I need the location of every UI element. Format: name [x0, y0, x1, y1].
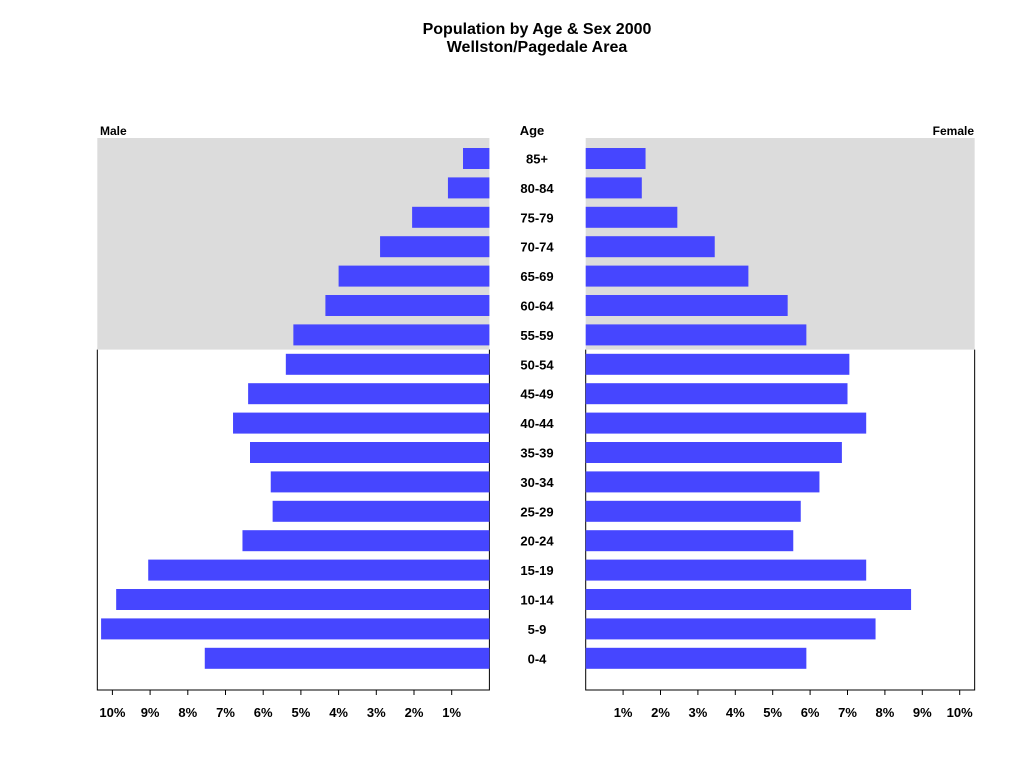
age-tick-label: 30-34	[520, 475, 554, 490]
female-tick-label: 8%	[876, 705, 895, 720]
age-tick-label: 85+	[526, 152, 548, 167]
male-bar-25-29	[272, 500, 490, 522]
female-tick-label: 1%	[614, 705, 633, 720]
female-bar-40-44	[585, 412, 867, 434]
female-bar-75-79	[585, 206, 678, 228]
male-tick-label: 1%	[442, 705, 461, 720]
male-bar-55-59	[293, 324, 490, 346]
age-tick-label: 65-69	[520, 269, 553, 284]
chart-subtitle: Wellston/Pagedale Area	[447, 39, 628, 56]
male-label: Male	[100, 124, 127, 138]
chart-title: Population by Age & Sex 2000	[423, 21, 652, 38]
female-tick-label: 4%	[726, 705, 745, 720]
female-bar-15-19	[585, 559, 867, 581]
female-tick-label: 2%	[651, 705, 670, 720]
female-bar-60-64	[585, 295, 788, 316]
male-bar-5-9	[101, 618, 490, 640]
male-bar-60-64	[325, 295, 490, 316]
male-bar-30-34	[270, 471, 490, 493]
female-bar-65-69	[585, 265, 749, 287]
male-tick-label: 8%	[178, 705, 197, 720]
female-tick-label: 7%	[838, 705, 857, 720]
male-tick-label: 7%	[216, 705, 235, 720]
age-tick-label: 20-24	[520, 534, 554, 549]
female-bar-30-34	[585, 471, 820, 493]
age-label: Age	[520, 123, 545, 138]
female-tick-label: 5%	[763, 705, 782, 720]
female-bar-70-74	[585, 236, 715, 258]
female-bar-0-4	[585, 647, 807, 669]
male-tick-label: 3%	[367, 705, 386, 720]
female-bar-20-24	[585, 530, 794, 552]
male-bar-45-49	[248, 383, 490, 405]
age-tick-label: 0-4	[528, 651, 548, 666]
female-bar-55-59	[585, 324, 807, 346]
male-bar-85+	[463, 148, 490, 169]
male-bar-20-24	[242, 530, 490, 552]
female-bar-25-29	[585, 500, 801, 522]
female-bar-85+	[585, 148, 646, 169]
male-bar-10-14	[116, 589, 490, 610]
age-tick-label: 55-59	[520, 328, 553, 343]
age-tick-label: 70-74	[520, 240, 554, 255]
age-tick-label: 50-54	[520, 357, 554, 372]
age-tick-label: 25-29	[520, 504, 553, 519]
male-bar-50-54	[285, 353, 490, 375]
male-bar-35-39	[250, 442, 490, 463]
age-tick-label: 15-19	[520, 563, 553, 578]
male-tick-label: 6%	[254, 705, 273, 720]
female-bar-35-39	[585, 442, 842, 463]
male-bar-15-19	[148, 559, 490, 581]
female-tick-label: 10%	[947, 705, 973, 720]
male-tick-label: 9%	[141, 705, 160, 720]
age-tick-label: 60-64	[520, 299, 554, 314]
male-tick-label: 10%	[99, 705, 125, 720]
female-bar-5-9	[585, 618, 876, 640]
female-bar-45-49	[585, 383, 848, 405]
age-tick-label: 75-79	[520, 210, 553, 225]
male-bar-40-44	[233, 412, 490, 434]
age-tick-label: 45-49	[520, 387, 553, 402]
male-tick-label: 4%	[329, 705, 348, 720]
age-tick-label: 10-14	[520, 593, 554, 608]
male-bar-75-79	[412, 206, 490, 228]
male-bar-70-74	[380, 236, 490, 258]
male-bar-0-4	[204, 647, 490, 669]
male-bar-65-69	[338, 265, 490, 287]
age-tick-label: 40-44	[520, 416, 554, 431]
female-tick-label: 9%	[913, 705, 932, 720]
female-tick-label: 3%	[689, 705, 708, 720]
age-tick-label: 5-9	[528, 622, 547, 637]
female-bar-80-84	[585, 177, 642, 199]
female-label: Female	[933, 124, 975, 138]
male-tick-label: 5%	[292, 705, 311, 720]
female-bar-10-14	[585, 589, 912, 610]
female-bar-50-54	[585, 353, 850, 375]
male-bar-80-84	[447, 177, 490, 199]
male-tick-label: 2%	[405, 705, 424, 720]
age-tick-label: 80-84	[520, 181, 554, 196]
age-tick-label: 35-39	[520, 446, 553, 461]
female-tick-label: 6%	[801, 705, 820, 720]
